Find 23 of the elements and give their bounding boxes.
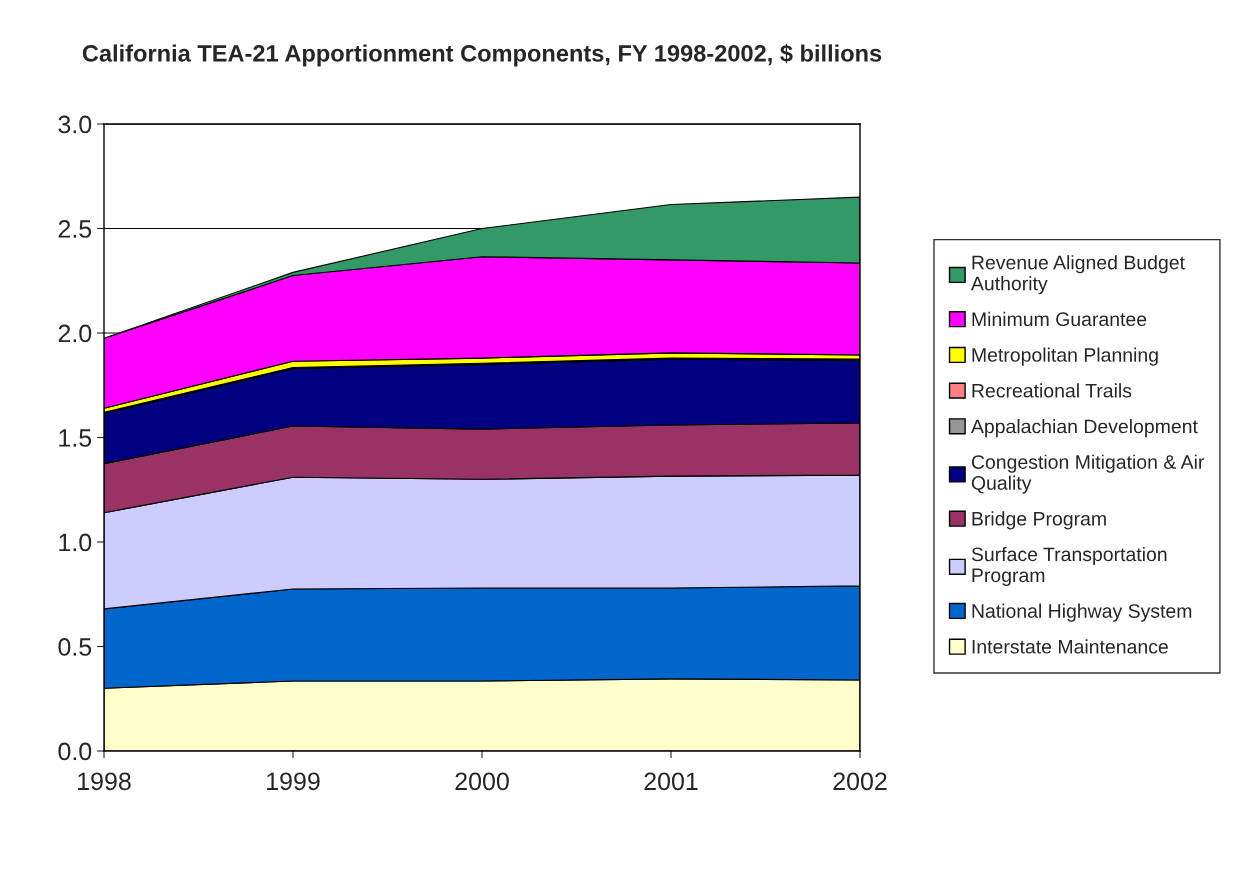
x-tick-label: 2002 xyxy=(833,772,887,791)
x-tick-label: 1999 xyxy=(267,772,320,791)
chart-title: California TEA-21 Apportionment Components, FY 1998-2002, $ billions xyxy=(82,43,882,67)
x-tick-label: 2001 xyxy=(644,772,698,791)
y-tick-label: 1.0 xyxy=(59,533,92,552)
y-tick-label: 3.0 xyxy=(58,115,92,134)
legend-label: Surface Transportation Program xyxy=(971,546,1167,587)
legend-label: Recreational Trails xyxy=(972,383,1132,398)
legend-label: Bridge Program xyxy=(972,511,1106,530)
y-tick-label: 0.5 xyxy=(58,638,92,656)
y-tick-label: 2.0 xyxy=(58,324,92,343)
legend-label: Revenue Aligned Budget Authority xyxy=(970,255,1185,295)
y-tick-label: 1.5 xyxy=(59,429,92,447)
legend-label: Congestion Mitigation & Air Quality xyxy=(971,454,1205,494)
legend-label: Interstate Maintenance xyxy=(972,639,1168,654)
legend-label: Metropolitan Planning xyxy=(972,347,1158,366)
x-tick-label: 1998 xyxy=(78,772,131,791)
legend-label: Appalachian Development xyxy=(970,419,1198,438)
legend-label: Minimum Guarantee xyxy=(972,311,1147,327)
y-tick-label: 0.0 xyxy=(58,742,92,761)
legend-label: National Highway System xyxy=(972,603,1192,622)
y-tick-label: 2.5 xyxy=(58,220,92,238)
x-tick-label: 2000 xyxy=(455,772,509,791)
